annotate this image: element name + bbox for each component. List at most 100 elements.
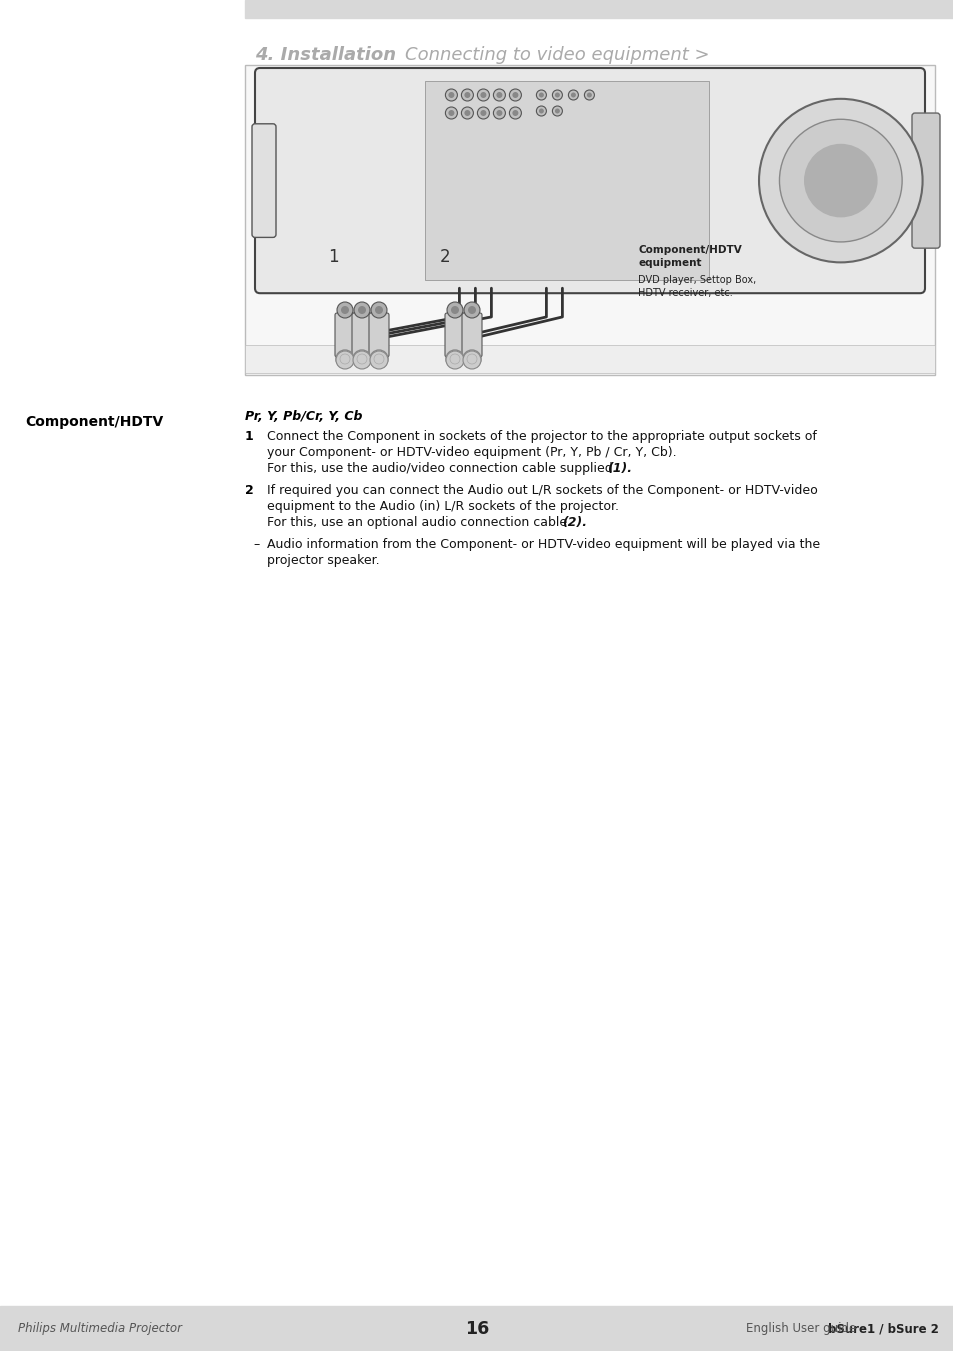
Circle shape <box>335 351 354 369</box>
FancyBboxPatch shape <box>254 68 924 293</box>
FancyBboxPatch shape <box>335 313 355 357</box>
Circle shape <box>353 351 371 369</box>
Text: Connecting to video equipment >: Connecting to video equipment > <box>405 46 709 63</box>
Circle shape <box>446 351 463 369</box>
Circle shape <box>448 109 454 116</box>
FancyBboxPatch shape <box>444 313 464 357</box>
FancyBboxPatch shape <box>911 113 939 249</box>
Text: 1: 1 <box>327 249 338 266</box>
Text: projector speaker.: projector speaker. <box>267 554 379 567</box>
Text: For this, use an optional audio connection cable: For this, use an optional audio connecti… <box>267 516 571 530</box>
Text: equipment: equipment <box>638 258 701 267</box>
FancyBboxPatch shape <box>252 124 275 238</box>
Circle shape <box>467 354 476 363</box>
Circle shape <box>464 109 470 116</box>
Circle shape <box>374 354 384 363</box>
Circle shape <box>462 351 480 369</box>
Circle shape <box>570 92 576 97</box>
Text: Component/HDTV: Component/HDTV <box>638 245 741 255</box>
Text: –: – <box>253 538 259 551</box>
Circle shape <box>451 305 458 313</box>
Text: Y: Y <box>359 363 364 370</box>
Text: Philips Multimedia Projector: Philips Multimedia Projector <box>18 1323 182 1335</box>
Text: 1: 1 <box>245 430 253 443</box>
Circle shape <box>461 107 473 119</box>
Circle shape <box>468 305 476 313</box>
Circle shape <box>480 92 486 99</box>
Circle shape <box>335 350 354 367</box>
Circle shape <box>555 92 559 97</box>
Circle shape <box>476 107 489 119</box>
Circle shape <box>354 303 370 317</box>
Circle shape <box>536 105 546 116</box>
Circle shape <box>759 99 922 262</box>
Circle shape <box>339 354 350 363</box>
Text: Connect the Component in sockets of the projector to the appropriate output sock: Connect the Component in sockets of the … <box>267 430 816 443</box>
Text: 2: 2 <box>245 484 253 497</box>
Circle shape <box>336 303 353 317</box>
Circle shape <box>538 92 543 97</box>
Circle shape <box>586 92 591 97</box>
Text: bSure1 / bSure 2: bSure1 / bSure 2 <box>827 1323 938 1335</box>
Circle shape <box>447 303 462 317</box>
Text: 2: 2 <box>439 249 450 266</box>
FancyBboxPatch shape <box>352 313 372 357</box>
Circle shape <box>512 109 517 116</box>
Text: HDTV receiver, etc.: HDTV receiver, etc. <box>638 288 732 297</box>
Circle shape <box>461 89 473 101</box>
Circle shape <box>476 89 489 101</box>
Circle shape <box>496 109 502 116</box>
Circle shape <box>356 354 367 363</box>
Circle shape <box>584 91 594 100</box>
Circle shape <box>552 105 562 116</box>
Circle shape <box>496 92 502 99</box>
Text: Component/HDTV: Component/HDTV <box>25 415 163 430</box>
Text: your Component- or HDTV-video equipment (Pr, Y, Pb / Cr, Y, Cb).: your Component- or HDTV-video equipment … <box>267 446 676 459</box>
Text: (2).: (2). <box>561 516 586 530</box>
Circle shape <box>493 89 505 101</box>
Text: For this, use the audio/video connection cable supplied: For this, use the audio/video connection… <box>267 462 616 476</box>
Circle shape <box>555 108 559 113</box>
FancyBboxPatch shape <box>461 313 481 357</box>
Text: Cr: Cr <box>341 363 349 370</box>
Circle shape <box>445 107 456 119</box>
Circle shape <box>450 354 459 363</box>
Text: L: L <box>470 363 474 370</box>
Bar <box>245 345 934 373</box>
Circle shape <box>779 119 902 242</box>
Text: DVD player, Settop Box,: DVD player, Settop Box, <box>638 274 756 285</box>
Bar <box>424 81 708 280</box>
Circle shape <box>371 303 387 317</box>
Circle shape <box>357 305 366 313</box>
Text: 16: 16 <box>464 1320 489 1337</box>
Circle shape <box>340 305 349 313</box>
Circle shape <box>480 109 486 116</box>
Circle shape <box>446 350 463 367</box>
Circle shape <box>538 108 543 113</box>
Circle shape <box>353 350 371 367</box>
Circle shape <box>464 92 470 99</box>
Circle shape <box>445 89 456 101</box>
Bar <box>0 1306 953 1351</box>
Text: Cb: Cb <box>374 363 383 370</box>
Circle shape <box>370 350 388 367</box>
Text: 4. Installation: 4. Installation <box>254 46 395 63</box>
FancyBboxPatch shape <box>369 313 389 357</box>
Text: If required you can connect the Audio out L/R sockets of the Component- or HDTV-: If required you can connect the Audio ou… <box>267 484 817 497</box>
Circle shape <box>370 351 388 369</box>
Circle shape <box>803 143 877 218</box>
Text: English User guide: English User guide <box>745 1323 863 1335</box>
Circle shape <box>509 107 521 119</box>
Text: Audio information from the Component- or HDTV-video equipment will be played via: Audio information from the Component- or… <box>267 538 820 551</box>
Circle shape <box>493 107 505 119</box>
Circle shape <box>568 91 578 100</box>
Circle shape <box>512 92 517 99</box>
Circle shape <box>509 89 521 101</box>
Circle shape <box>448 92 454 99</box>
Text: equipment to the Audio (in) L/R sockets of the projector.: equipment to the Audio (in) L/R sockets … <box>267 500 618 513</box>
Text: R: R <box>452 363 456 370</box>
Text: (1).: (1). <box>606 462 631 476</box>
Circle shape <box>463 303 479 317</box>
Circle shape <box>462 350 480 367</box>
Bar <box>245 65 934 376</box>
